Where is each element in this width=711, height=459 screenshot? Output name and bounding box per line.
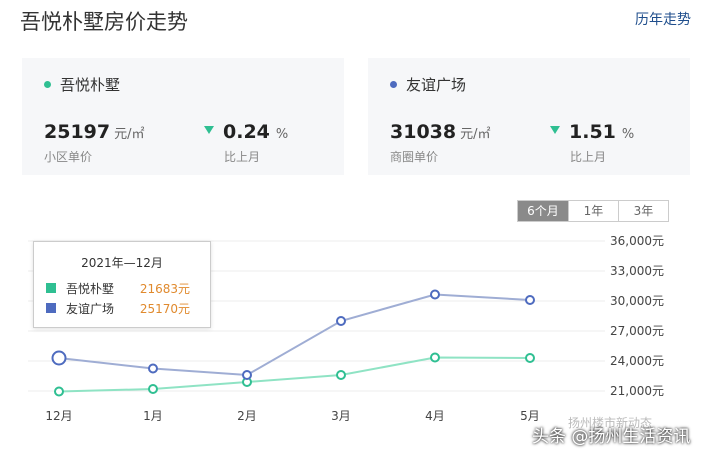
down-arrow-icon — [204, 126, 214, 134]
district-name: 友谊广场 — [406, 76, 467, 94]
community-price-card: 吾悦朴墅 25197 元/㎡ 小区单价 0.24 % 比上月 — [22, 58, 344, 175]
community-change-label: 比上月 — [224, 150, 261, 164]
data-point — [54, 386, 64, 397]
data-point — [336, 370, 346, 380]
community-price-label: 小区单价 — [44, 150, 93, 164]
y-tick-label: 33,000元 — [610, 264, 664, 278]
page-title: 吾悦朴墅房价走势 — [20, 10, 188, 34]
series-line — [58, 293, 531, 377]
district-change: 1.51 — [569, 121, 616, 143]
tooltip-title: 2021年—12月 — [81, 256, 163, 270]
data-point — [242, 370, 252, 380]
data-point — [336, 316, 346, 326]
tooltip-series-name: 吾悦朴墅 — [66, 281, 115, 296]
district-price: 31038 — [390, 121, 457, 143]
data-point — [148, 384, 158, 394]
x-tick-label: 2月 — [237, 409, 257, 423]
y-tick-label: 24,000元 — [610, 354, 664, 368]
y-tick-label: 27,000元 — [610, 324, 664, 338]
tooltip-series-name: 友谊广场 — [66, 301, 115, 316]
x-tick-label: 3月 — [331, 409, 351, 423]
x-tick-label: 5月 — [520, 409, 540, 423]
tooltip-series-value: 25170元 — [139, 301, 190, 316]
community-change: 0.24 — [223, 121, 270, 143]
tooltip-row: 友谊广场 25170元 — [46, 300, 190, 316]
tab-3-years[interactable]: 3年 — [618, 201, 668, 221]
tooltip-series-value: 21683元 — [139, 281, 190, 296]
district-change-unit: % — [621, 127, 635, 142]
y-tick-label: 21,000元 — [610, 384, 664, 398]
y-tick-label: 30,000元 — [610, 294, 664, 308]
series-line — [58, 356, 531, 393]
data-point — [525, 295, 535, 305]
legend-swatch-icon — [46, 303, 56, 313]
district-change-label: 比上月 — [570, 150, 607, 164]
y-tick-label: 36,000元 — [610, 234, 664, 248]
data-point — [430, 352, 440, 363]
tooltip-row: 吾悦朴墅 21683元 — [46, 280, 190, 296]
data-point — [525, 353, 535, 363]
district-price-label: 商圈单价 — [390, 150, 439, 164]
community-price-unit: 元/㎡ — [114, 127, 145, 142]
community-price: 25197 — [44, 121, 111, 143]
data-point — [430, 289, 440, 300]
time-range-tabs: 6个月 1年 3年 — [517, 200, 669, 222]
district-price-unit: 元/㎡ — [460, 127, 491, 142]
tab-1-year[interactable]: 1年 — [568, 201, 618, 221]
x-tick-label: 12月 — [45, 409, 72, 423]
tab-6-months[interactable]: 6个月 — [518, 201, 568, 221]
community-name: 吾悦朴墅 — [60, 76, 121, 94]
x-tick-label: 4月 — [425, 409, 445, 423]
watermark-back-text: 扬州楼市新动态 — [568, 416, 653, 430]
down-arrow-icon — [550, 126, 560, 134]
district-price-card: 友谊广场 31038 元/㎡ 商圈单价 1.51 % 比上月 — [368, 58, 690, 175]
legend-swatch-icon — [46, 283, 56, 293]
x-tick-label: 1月 — [143, 409, 163, 423]
data-point — [148, 363, 158, 374]
chart-tooltip: 2021年—12月 吾悦朴墅 21683元 友谊广场 25170元 — [33, 241, 211, 328]
district-dot-icon — [390, 81, 397, 88]
history-trend-link[interactable]: 历年走势 — [635, 12, 691, 28]
community-change-unit: % — [275, 127, 289, 142]
data-point — [51, 350, 67, 366]
watermark: 头条 @扬州生活资讯 — [532, 427, 691, 447]
community-dot-icon — [44, 81, 51, 88]
